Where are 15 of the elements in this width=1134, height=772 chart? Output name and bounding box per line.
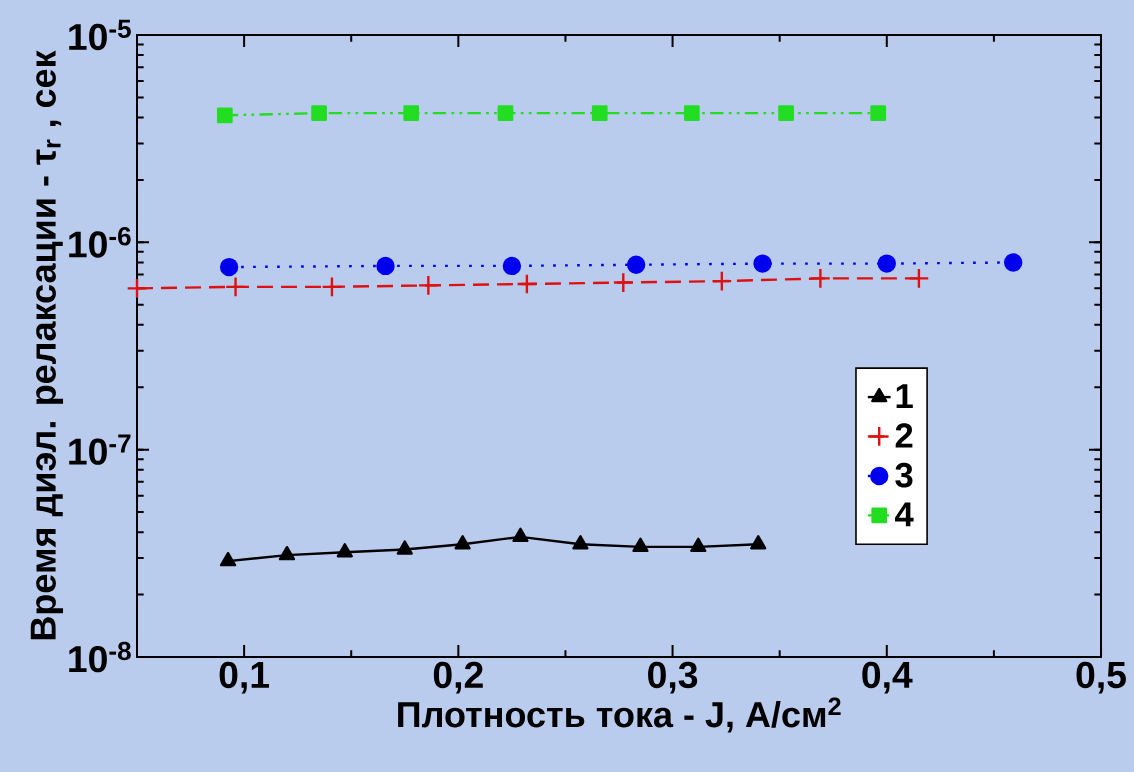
x-tick-label: 0,4 <box>862 661 913 694</box>
legend-label: 1 <box>896 384 913 408</box>
x-axis-title: Плотность тока - J, A/см$^{2}$ <box>398 697 841 733</box>
y-axis-title: Время диэл. релаксации - τ$_{r}$ , сек <box>30 50 64 640</box>
x-tick-label: 0,2 <box>433 661 483 694</box>
x-tick-label: 0,5 <box>1076 661 1126 694</box>
legend-label: 2 <box>895 423 913 448</box>
x-tick-label: 0,1 <box>219 661 270 694</box>
y-tick-label: 10$^{-8}$ <box>69 641 131 673</box>
legend-label: 4 <box>895 502 914 527</box>
y-tick-label: 10$^{-6}$ <box>69 227 131 258</box>
y-tick-label: 10$^{-5}$ <box>69 19 131 51</box>
x-tick-label: 0,3 <box>648 661 698 694</box>
legend-label: 3 <box>895 462 913 488</box>
y-tick-label: 10$^{-7}$ <box>69 434 131 465</box>
